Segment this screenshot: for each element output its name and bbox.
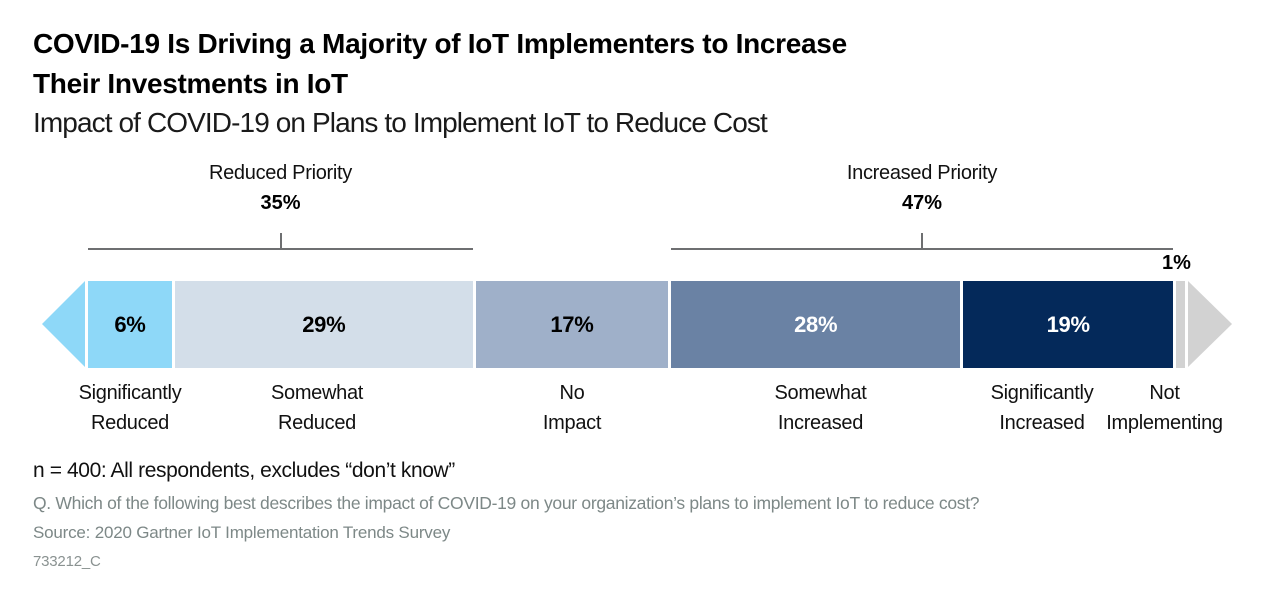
segment-label-not-implementing: Not Implementing [1106, 382, 1223, 434]
stacked-bar: 6% 29% 17% 28% 19% [88, 281, 1185, 368]
chart-title: COVID-19 Is Driving a Majority of IoT Im… [33, 28, 847, 99]
bar-segment-significantly-increased: 19% [963, 281, 1174, 368]
bracket-line [88, 248, 473, 250]
bar-segment-somewhat-reduced: 29% [174, 281, 473, 368]
bar-segment-no-impact: 17% [475, 281, 669, 368]
right-arrow-icon [1188, 281, 1232, 367]
left-arrow-icon [42, 281, 85, 367]
segment-label-somewhat-increased: Somewhat Increased [774, 382, 867, 434]
bracket-label: Increased Priority [846, 162, 998, 184]
bracket-reduced-priority: Reduced Priority 35% [88, 160, 473, 250]
bracket-tick [921, 233, 923, 250]
outside-value-label: 1% [1162, 252, 1191, 274]
segment-label-somewhat-reduced: Somewhat Reduced [270, 382, 364, 434]
segment-value-label: 28% [794, 311, 838, 337]
bar-segment-not-implementing [1176, 281, 1185, 368]
bar-segment-somewhat-increased: 28% [671, 281, 961, 368]
segment-labels: Significantly Reduced Somewhat Reduced No … [0, 378, 1263, 440]
bracket-increased-priority: Increased Priority 47% [671, 160, 1173, 250]
sample-note: n = 400: All respondents, excludes “don’… [33, 459, 455, 482]
source-note: Source: 2020 Gartner IoT Implementation … [33, 523, 451, 542]
bracket-tick [279, 233, 282, 250]
chart-subtitle: Impact of COVID-19 on Plans to Implement… [33, 107, 768, 138]
segment-label-significantly-increased: Significantly Increased [990, 382, 1094, 434]
bar-segment-significantly-reduced: 6% [88, 281, 172, 368]
bracket-label: Reduced Priority [208, 162, 353, 184]
segment-value-label: 29% [302, 311, 346, 337]
document-code: 733212_C [33, 553, 101, 570]
bracket-percentage: 35% [260, 192, 301, 214]
survey-question: Q. Which of the following best describes… [33, 493, 980, 513]
segment-label-significantly-reduced: Significantly Reduced [78, 382, 182, 434]
segment-value-label: 6% [114, 311, 146, 337]
segment-value-label: 17% [550, 311, 594, 337]
bracket-percentage: 47% [901, 192, 943, 214]
bracket-line [671, 248, 1173, 250]
segment-label-no-impact: No Impact [542, 382, 602, 434]
segment-value-label: 19% [1046, 311, 1090, 337]
